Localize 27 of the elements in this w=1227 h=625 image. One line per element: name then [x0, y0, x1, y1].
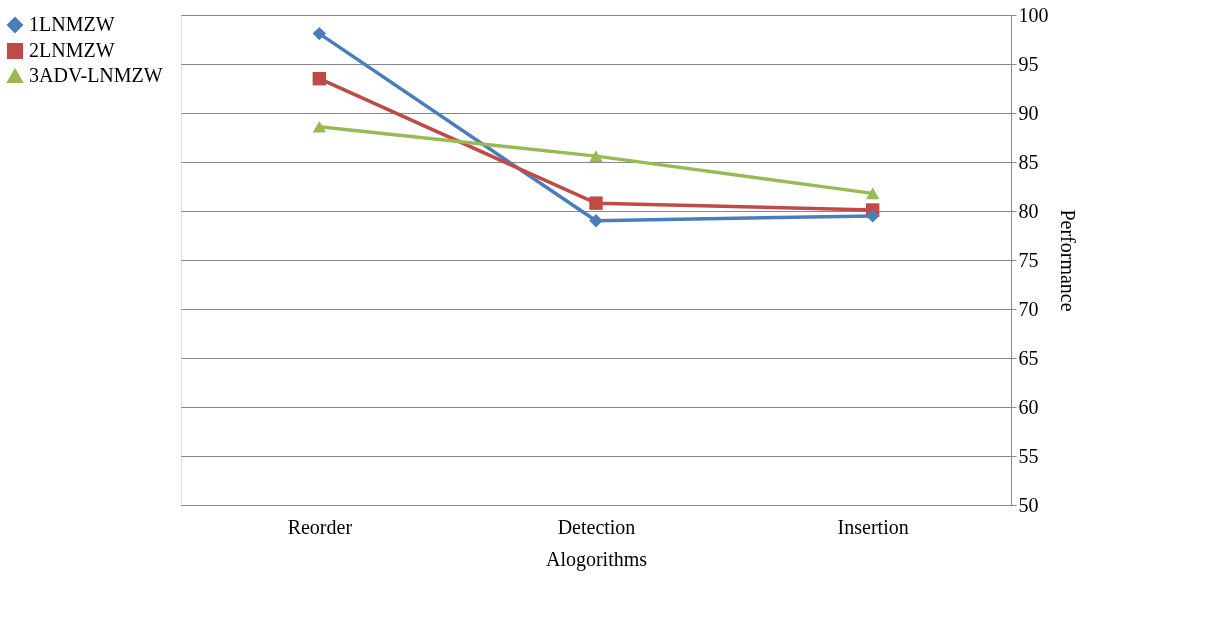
y-tick-label: 50 [1018, 493, 1039, 516]
point [589, 196, 603, 210]
point [312, 120, 327, 133]
y-tick-label: 75 [1018, 248, 1039, 271]
point [589, 214, 603, 228]
x-axis-title: Alogorithms [545, 547, 648, 571]
y-tick-label: 55 [1018, 444, 1039, 467]
x-tick-label: Detection [557, 515, 636, 538]
y-tick-label: 90 [1018, 101, 1039, 124]
point [589, 150, 603, 162]
point [865, 209, 880, 223]
legend-label: 1LNMZW [29, 13, 115, 35]
y-tick-label: 95 [1018, 52, 1039, 75]
legend-label: 3ADV-LNMZW [29, 64, 163, 86]
y-tick-label: 60 [1018, 395, 1039, 418]
y-tick-label: 85 [1018, 150, 1039, 173]
x-tick-label: Reorder [287, 515, 353, 538]
point [312, 71, 327, 86]
point [312, 26, 327, 41]
y-tick-label: 70 [1018, 297, 1039, 320]
legend-label: 2LNMZW [29, 39, 115, 61]
y-tick-label: 100 [1018, 3, 1049, 26]
y-axis-title: Performance [1056, 209, 1079, 312]
y-tick-label: 65 [1018, 346, 1039, 369]
point [865, 187, 880, 200]
y-tick-label: 80 [1018, 199, 1039, 222]
x-tick-label: Insertion [837, 515, 909, 538]
